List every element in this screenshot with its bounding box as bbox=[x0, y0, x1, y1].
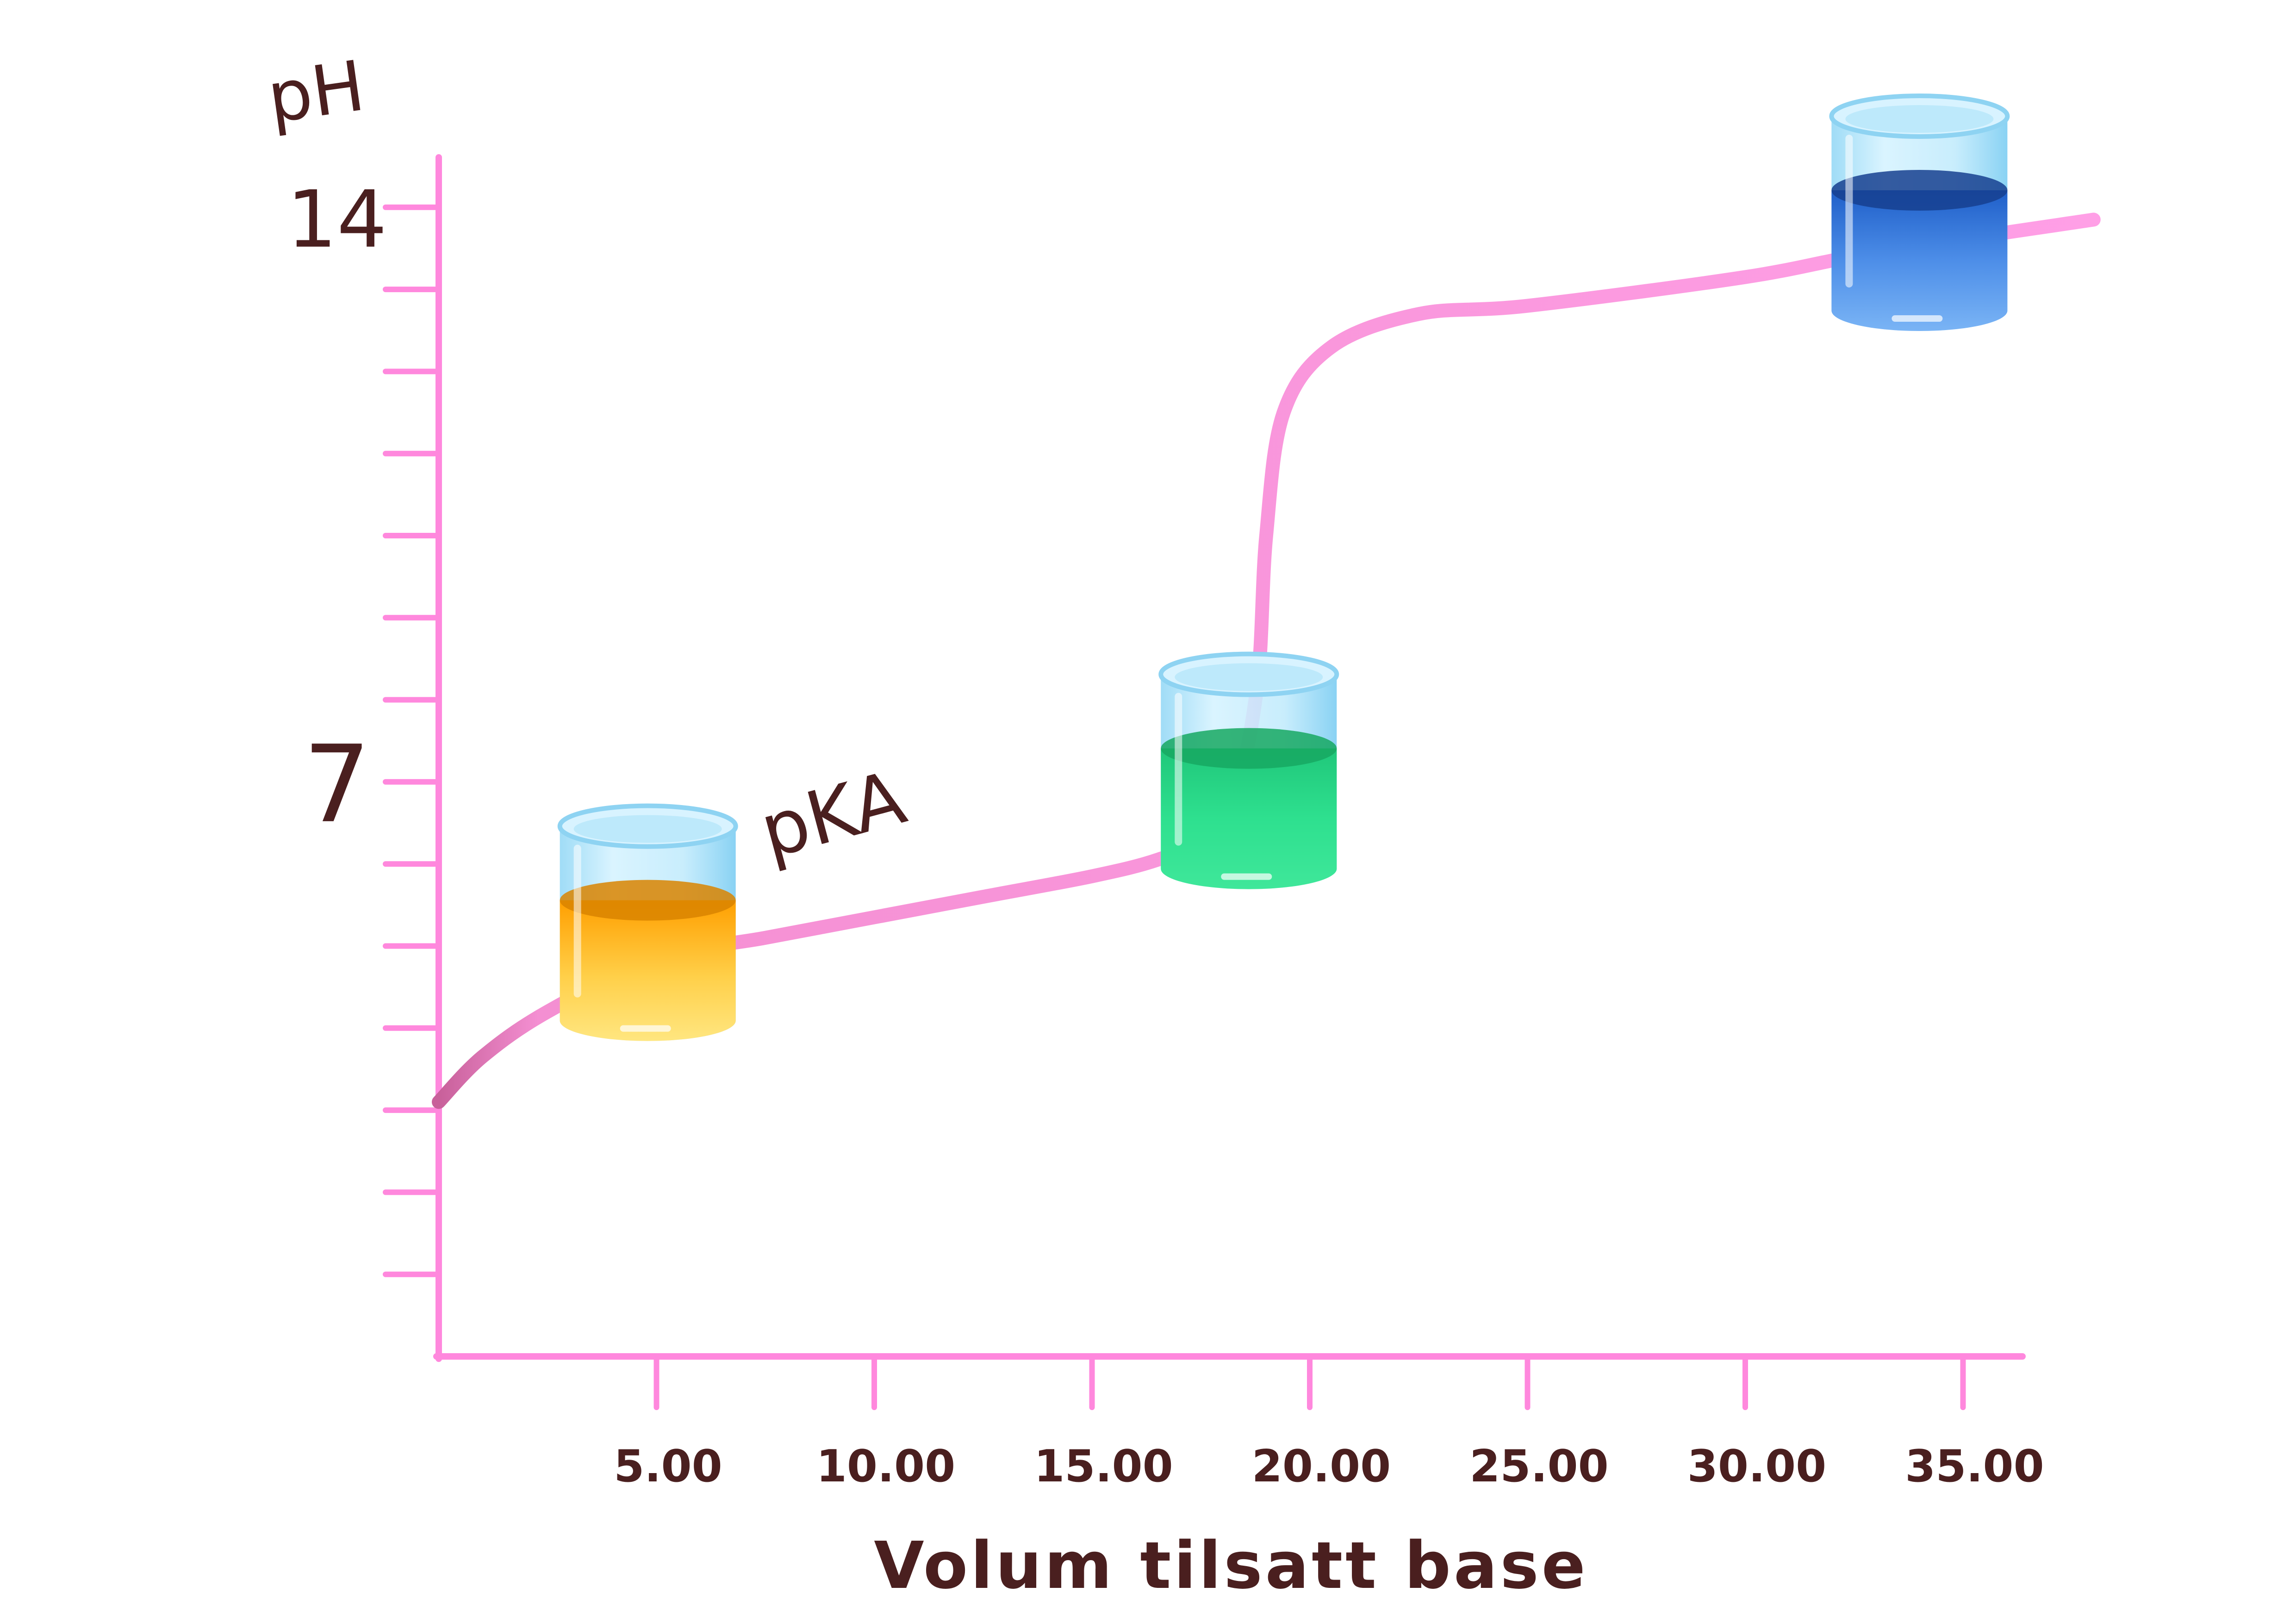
indicator-beaker-yellow bbox=[557, 803, 738, 1041]
indicator-beaker-green bbox=[1158, 651, 1339, 889]
x-tick-label: 5.00 bbox=[614, 1441, 722, 1492]
y-tick-label: 7 bbox=[303, 723, 371, 847]
x-axis-label: Volum tilsatt base bbox=[874, 1528, 1588, 1604]
x-tick-label: 20.00 bbox=[1252, 1441, 1391, 1492]
x-tick-label: 25.00 bbox=[1469, 1441, 1609, 1492]
x-tick-label: 35.00 bbox=[1905, 1441, 2044, 1492]
y-tick-label: 14 bbox=[287, 174, 387, 266]
indicator-beaker-blue bbox=[1829, 93, 2010, 331]
pka-annotation: pKA bbox=[752, 754, 914, 875]
x-tick-label: 10.00 bbox=[816, 1441, 956, 1492]
x-tick-label: 30.00 bbox=[1687, 1441, 1827, 1492]
y-axis-label: pH bbox=[263, 46, 369, 139]
x-tick-label: 15.00 bbox=[1034, 1441, 1173, 1492]
